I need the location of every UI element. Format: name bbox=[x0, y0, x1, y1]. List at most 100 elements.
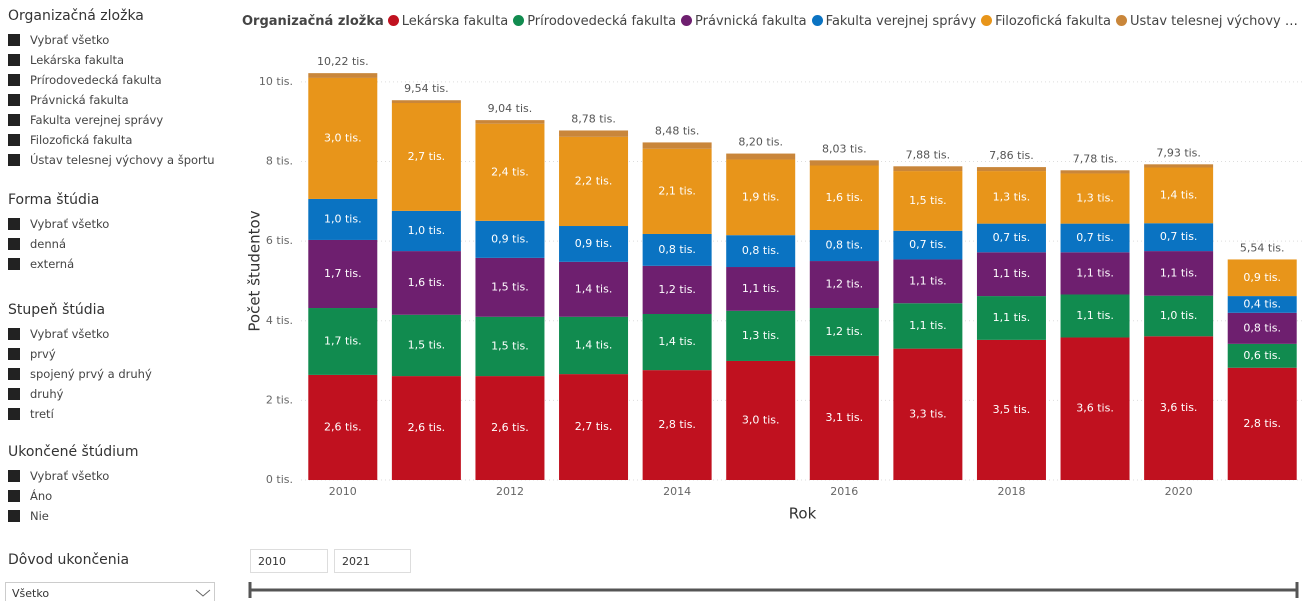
total-label: 10,22 tis. bbox=[317, 55, 369, 68]
checkbox[interactable] bbox=[8, 490, 20, 502]
data-label: 3,0 tis. bbox=[742, 413, 780, 426]
bar-segment bbox=[475, 220, 545, 258]
slicer-item[interactable]: Ústav telesnej výchovy a športu bbox=[8, 153, 215, 167]
slicer-title: Ukončené štúdium bbox=[8, 444, 139, 460]
legend-swatch bbox=[513, 15, 525, 26]
slicer-item[interactable]: Nie bbox=[8, 509, 49, 523]
data-label: 1,1 tis. bbox=[909, 274, 947, 287]
slicer-item[interactable]: externá bbox=[8, 257, 74, 271]
bar-segment bbox=[642, 313, 712, 371]
x-tick-label: 2014 bbox=[663, 485, 691, 498]
item-label: druhý bbox=[30, 387, 64, 401]
checkbox[interactable] bbox=[8, 114, 20, 126]
legend-item[interactable]: Právnická fakulta bbox=[681, 14, 807, 29]
total-label: 8,78 tis. bbox=[571, 112, 616, 125]
checkbox[interactable] bbox=[8, 74, 20, 86]
legend-item[interactable]: Fakulta verejnej správy bbox=[811, 14, 976, 29]
data-label: 1,4 tis. bbox=[658, 335, 696, 348]
item-label: externá bbox=[30, 257, 75, 271]
dropdown[interactable]: Všetko bbox=[5, 582, 215, 601]
legend-item[interactable]: Filozofická fakulta bbox=[981, 14, 1111, 29]
checkbox[interactable] bbox=[8, 408, 20, 420]
data-label: 0,8 tis. bbox=[742, 244, 780, 257]
checkbox[interactable] bbox=[8, 218, 20, 230]
data-label: 2,8 tis. bbox=[658, 418, 696, 431]
data-label: 1,1 tis. bbox=[742, 282, 780, 295]
legend-item[interactable]: Ústav telesnej výchovy a športu bbox=[1115, 14, 1302, 29]
data-label: 1,1 tis. bbox=[1076, 309, 1114, 322]
slicer-item[interactable]: Vybrať všetko bbox=[8, 33, 109, 47]
item-label: Ústav telesnej výchovy a športu bbox=[30, 153, 215, 167]
slicer-item[interactable]: druhý bbox=[8, 387, 63, 401]
slicer-item[interactable]: Fakulta verejnej správy bbox=[8, 113, 163, 127]
bar-segment bbox=[308, 73, 378, 78]
checkbox[interactable] bbox=[8, 258, 20, 270]
bar-segment bbox=[1144, 164, 1214, 168]
slicer-item[interactable]: denná bbox=[8, 237, 66, 251]
bar-segment bbox=[475, 123, 545, 221]
bar-segment bbox=[726, 310, 796, 361]
data-label: 1,5 tis. bbox=[909, 194, 947, 207]
slicer-item[interactable]: tretí bbox=[8, 407, 54, 421]
data-label: 0,9 tis. bbox=[491, 232, 529, 245]
checkbox[interactable] bbox=[8, 54, 20, 66]
y-tick-label: 2 tis. bbox=[266, 393, 293, 406]
bar-segment bbox=[642, 370, 712, 480]
data-label: 1,7 tis. bbox=[324, 334, 362, 347]
bar-segment bbox=[559, 136, 629, 227]
data-label: 1,2 tis. bbox=[825, 325, 863, 338]
bar-segment bbox=[976, 252, 1046, 297]
checkbox[interactable] bbox=[8, 154, 20, 166]
slicer-item[interactable]: Vybrať všetko bbox=[8, 327, 109, 341]
data-label: 0,8 tis. bbox=[825, 239, 863, 252]
slicer-item[interactable]: spojený prvý a druhý bbox=[8, 367, 152, 381]
x-tick-label: 2016 bbox=[830, 485, 858, 498]
slicer-item[interactable]: Áno bbox=[8, 489, 52, 503]
checkbox[interactable] bbox=[8, 510, 20, 522]
item-label: Právnická fakulta bbox=[30, 93, 129, 107]
bar-segment bbox=[726, 159, 796, 236]
bar-segment bbox=[1060, 223, 1130, 253]
checkbox[interactable] bbox=[8, 94, 20, 106]
bar-segment bbox=[726, 235, 796, 268]
legend-item[interactable]: Lekárska fakulta bbox=[387, 14, 508, 29]
data-label: 3,6 tis. bbox=[1076, 402, 1114, 415]
bar-segment bbox=[642, 148, 712, 234]
data-label: 2,4 tis. bbox=[491, 165, 529, 178]
bar-segment bbox=[475, 120, 545, 124]
slicer-item[interactable]: Lekárska fakulta bbox=[8, 53, 124, 67]
bar-segment bbox=[809, 355, 879, 480]
bar-segment bbox=[893, 171, 963, 231]
data-label: 0,7 tis. bbox=[993, 231, 1031, 244]
slicer-item[interactable]: Filozofická fakulta bbox=[8, 133, 132, 147]
slicer-item[interactable]: Prírodovedecká fakulta bbox=[8, 73, 162, 87]
slicer-item[interactable]: prvý bbox=[8, 347, 56, 361]
checkbox[interactable] bbox=[8, 470, 20, 482]
checkbox[interactable] bbox=[8, 368, 20, 380]
data-label: 2,2 tis. bbox=[575, 174, 613, 187]
checkbox[interactable] bbox=[8, 388, 20, 400]
bar-segment bbox=[893, 303, 963, 349]
dropdown-chevron bbox=[195, 589, 211, 597]
range-from[interactable]: 2010 bbox=[250, 549, 328, 573]
data-label: 0,9 tis. bbox=[1243, 271, 1281, 284]
data-label: 0,7 tis. bbox=[909, 238, 947, 251]
checkbox[interactable] bbox=[8, 34, 20, 46]
range-to[interactable]: 2021 bbox=[334, 549, 411, 573]
checkbox[interactable] bbox=[8, 238, 20, 250]
bar-segment bbox=[559, 261, 629, 317]
y-tick-label: 6 tis. bbox=[266, 234, 293, 247]
legend-item[interactable]: Prírodovedecká fakulta bbox=[513, 14, 676, 29]
data-label: 1,7 tis. bbox=[324, 267, 362, 280]
x-tick-label: 2018 bbox=[997, 485, 1025, 498]
bar-segment bbox=[976, 296, 1046, 340]
checkbox[interactable] bbox=[8, 328, 20, 340]
slicer-item[interactable]: Vybrať všetko bbox=[8, 217, 109, 231]
slicer-item[interactable]: Právnická fakulta bbox=[8, 93, 129, 107]
checkbox[interactable] bbox=[8, 348, 20, 360]
slicer-item[interactable]: Vybrať všetko bbox=[8, 469, 109, 483]
checkbox[interactable] bbox=[8, 134, 20, 146]
bar-segment bbox=[642, 265, 712, 314]
bar-segment bbox=[475, 376, 545, 480]
